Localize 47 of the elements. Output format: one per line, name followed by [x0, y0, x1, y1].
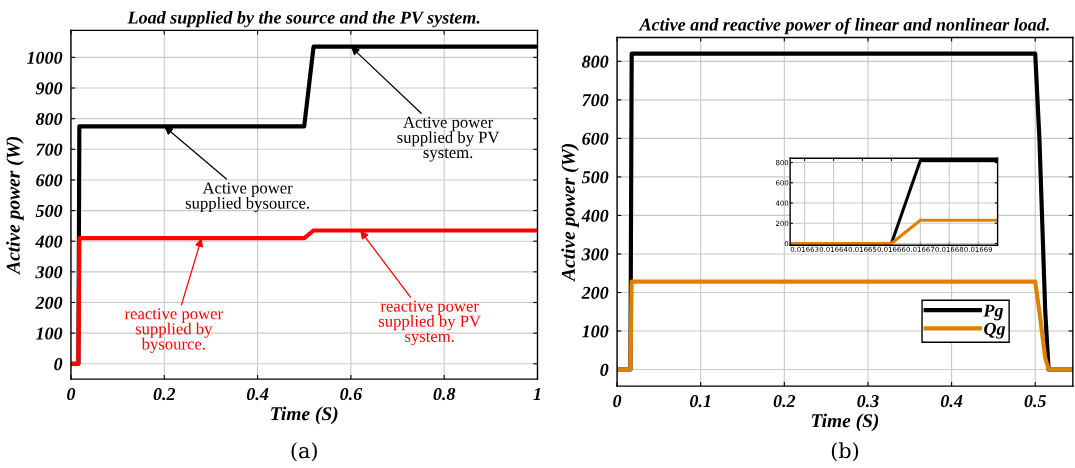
- chart-title: Active and reactive power of linear and nonlinear load.: [638, 17, 1049, 35]
- annotation: reactive power supplied by bysource.: [124, 308, 223, 354]
- x-tick-label: 0.6: [340, 387, 363, 401]
- x-tick-label: 0: [613, 394, 622, 408]
- y-tick-label: 800: [35, 112, 63, 126]
- chart-title: Load supplied by the source and the PV system.: [127, 10, 480, 28]
- x-axis-title: Time (S): [811, 413, 879, 432]
- x-tick-label: 0.4: [246, 387, 269, 401]
- y-tick-label: 100: [35, 327, 63, 340]
- y-tick-label: 400: [35, 235, 63, 248]
- y-tick-label: 600: [582, 132, 609, 145]
- x-tick-label: 0.8: [433, 387, 456, 401]
- y-tick-label: 800: [581, 55, 609, 68]
- x-tick-label: 0.4: [940, 394, 963, 408]
- text: (a): [291, 442, 317, 462]
- y-tick-label: 200: [581, 286, 609, 299]
- y-tick-label: 500: [581, 171, 609, 184]
- y-tick-label: 0: [600, 363, 609, 376]
- text: (b): [831, 442, 859, 462]
- y-tick-label: 100: [582, 325, 609, 338]
- y-tick-label: 400: [581, 209, 609, 222]
- x-tick-label: 1: [533, 388, 541, 400]
- y-tick-label: 700: [582, 94, 609, 107]
- y-tick-label: 600: [36, 174, 63, 187]
- y-tick-label: 500: [35, 204, 63, 218]
- x-axis-title: Time (S): [271, 406, 338, 425]
- legend-label: Qg: [984, 322, 1006, 339]
- x-tick-label: 0: [67, 387, 76, 401]
- annotation: Active power supplied bysource.: [185, 182, 309, 213]
- y-tick-label: 300: [581, 248, 609, 261]
- x-tick-label: 0.3: [857, 394, 879, 408]
- x-tick-label: 0.2: [153, 387, 176, 401]
- annotation: reactive power supplied by PV system.: [378, 300, 481, 346]
- y-tick-label: 900: [35, 82, 63, 95]
- y-tick-label: 0: [54, 358, 63, 371]
- line-series: [617, 279, 1073, 372]
- y-tick-label: 1000: [26, 51, 63, 64]
- y-tick-label: 200: [35, 296, 63, 309]
- x-tick-label: 0.2: [773, 394, 796, 408]
- y-axis-title: Active power (W): [561, 143, 579, 282]
- annotation: Active power supplied by PV system.: [397, 116, 500, 162]
- y-axis-title: Active power (W): [6, 136, 24, 275]
- y-tick-label: 300: [35, 266, 63, 279]
- x-tick-label: 0.1: [690, 394, 711, 408]
- x-tick-label: 0.5: [1024, 394, 1047, 408]
- y-tick-label: 700: [36, 143, 63, 156]
- legend-label: Pg: [983, 304, 1004, 321]
